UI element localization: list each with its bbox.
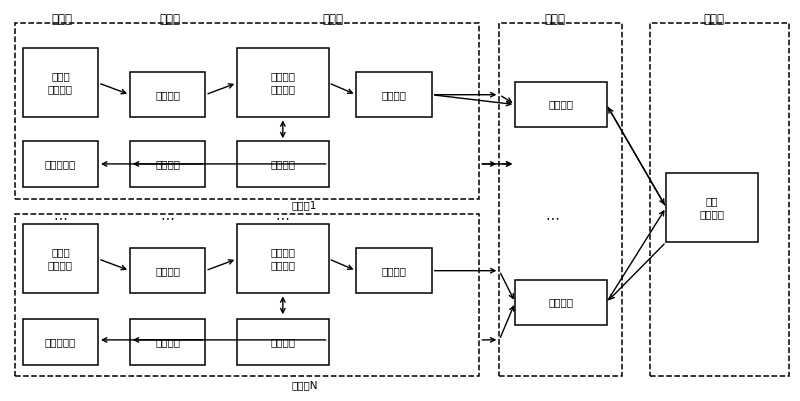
Bar: [515, 279, 606, 325]
Text: ⋯: ⋯: [546, 211, 559, 225]
Text: 现场执行器: 现场执行器: [45, 159, 76, 169]
Bar: [22, 224, 98, 294]
Text: 应用层: 应用层: [703, 13, 724, 26]
Text: 数据下传: 数据下传: [155, 337, 180, 347]
Text: 现场执行器: 现场执行器: [45, 337, 76, 347]
Text: 数据处理
负荷预测: 数据处理 负荷预测: [270, 247, 295, 270]
Text: 网络层: 网络层: [159, 13, 180, 26]
Bar: [356, 72, 432, 117]
Bar: [237, 48, 329, 117]
Text: 计量收费: 计量收费: [382, 90, 406, 100]
Text: 数据上传: 数据上传: [155, 90, 180, 100]
Bar: [22, 319, 98, 365]
Text: 优化控制: 优化控制: [270, 337, 295, 347]
Bar: [14, 22, 479, 198]
Bar: [14, 215, 479, 377]
Bar: [130, 72, 206, 117]
Bar: [356, 248, 432, 294]
Bar: [650, 22, 790, 377]
Text: 热网
监控中心: 热网 监控中心: [699, 196, 724, 219]
Text: ⋯: ⋯: [160, 211, 174, 225]
Bar: [237, 319, 329, 365]
Text: ⋯: ⋯: [53, 211, 67, 225]
Text: ⋯: ⋯: [275, 211, 290, 225]
Bar: [237, 141, 329, 186]
Text: 数据上传: 数据上传: [155, 266, 180, 276]
Bar: [499, 22, 622, 377]
Text: 用户端
数据采集: 用户端 数据采集: [48, 247, 73, 270]
Text: 用户端
数据采集: 用户端 数据采集: [48, 71, 73, 95]
Bar: [666, 173, 758, 242]
Bar: [130, 319, 206, 365]
Bar: [515, 82, 606, 128]
Bar: [237, 224, 329, 294]
Text: 数据传输: 数据传输: [548, 99, 574, 109]
Text: 数据处理
负荷预测: 数据处理 负荷预测: [270, 71, 295, 95]
Bar: [130, 141, 206, 186]
Bar: [22, 48, 98, 117]
Text: 网络层: 网络层: [545, 13, 566, 26]
Bar: [22, 141, 98, 186]
Bar: [130, 248, 206, 294]
Text: 热力站N: 热力站N: [291, 380, 318, 390]
Text: 数据传输: 数据传输: [548, 297, 574, 307]
Text: 应用层: 应用层: [322, 13, 343, 26]
Text: 传感层: 传感层: [52, 13, 73, 26]
Text: 数据下传: 数据下传: [155, 159, 180, 169]
Text: 计量收费: 计量收费: [382, 266, 406, 276]
Text: 热力站1: 热力站1: [292, 200, 318, 210]
Text: 优化控制: 优化控制: [270, 159, 295, 169]
